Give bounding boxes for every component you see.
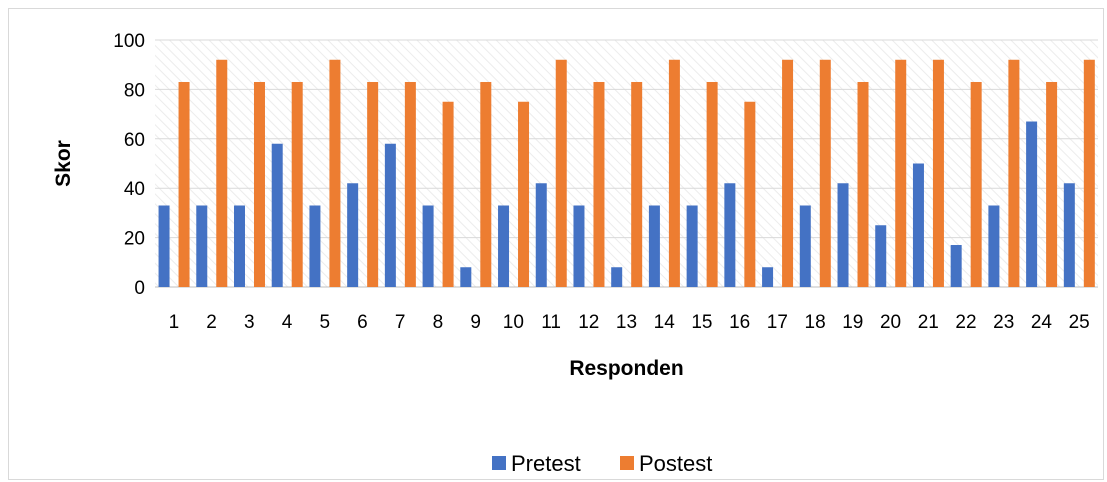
bar-postest-14 (668, 59, 680, 288)
bar-postest-2 (216, 59, 228, 288)
x-tick-label: 3 (244, 312, 255, 333)
x-tick-label: 20 (880, 312, 901, 333)
legend-swatch-postest (620, 456, 634, 470)
bar-postest-1 (178, 81, 190, 288)
x-tick-label: 10 (503, 312, 524, 333)
bar-postest-22 (970, 81, 982, 288)
bar-pretest-19 (837, 183, 849, 287)
bar-pretest-21 (912, 163, 924, 287)
bar-pretest-12 (573, 205, 585, 287)
x-tick-label: 5 (319, 312, 330, 333)
bar-postest-18 (819, 59, 831, 288)
bar-pretest-9 (460, 267, 472, 287)
bar-postest-4 (291, 81, 303, 288)
x-tick-label: 14 (654, 312, 676, 333)
bar-pretest-7 (384, 143, 396, 287)
bar-pretest-8 (422, 205, 434, 287)
bar-postest-24 (1046, 81, 1058, 288)
bar-postest-5 (329, 59, 341, 288)
legend: Pretest Postest (492, 451, 712, 476)
x-tick-label: 25 (1069, 312, 1090, 333)
legend-label-postest: Postest (639, 451, 712, 476)
x-tick-label: 19 (842, 312, 863, 333)
bar-postest-20 (895, 59, 907, 288)
bar-postest-3 (253, 81, 265, 288)
x-tick-label: 17 (767, 312, 788, 333)
bar-pretest-11 (535, 183, 547, 287)
bar-pretest-20 (875, 225, 887, 287)
x-tick-label: 1 (169, 312, 180, 333)
bar-pretest-4 (271, 143, 283, 287)
bar-pretest-3 (233, 205, 245, 287)
bar-pretest-23 (988, 205, 1000, 287)
x-tick-label: 18 (805, 312, 826, 333)
legend-swatch-pretest (492, 456, 506, 470)
bar-postest-15 (706, 81, 718, 288)
x-tick-label: 24 (1031, 312, 1053, 333)
y-tick-label: 80 (124, 80, 145, 101)
y-tick-label: 0 (134, 278, 145, 299)
bar-postest-16 (744, 101, 756, 287)
bar-postest-7 (404, 81, 416, 288)
bar-postest-23 (1008, 59, 1020, 288)
bar-postest-10 (518, 101, 530, 287)
bar-postest-11 (555, 59, 567, 288)
y-tick-label: 20 (124, 229, 145, 250)
x-tick-label: 15 (691, 312, 712, 333)
bar-postest-8 (442, 101, 454, 287)
bar-pretest-1 (158, 205, 170, 287)
y-tick-label: 100 (113, 31, 145, 52)
bar-pretest-14 (648, 205, 660, 287)
x-tick-label: 21 (918, 312, 939, 333)
bar-pretest-25 (1063, 183, 1075, 287)
bar-postest-13 (631, 81, 643, 288)
bar-pretest-18 (799, 205, 811, 287)
bar-postest-12 (593, 81, 605, 288)
x-tick-label: 22 (955, 312, 976, 333)
bar-pretest-16 (724, 183, 736, 287)
bar-pretest-10 (498, 205, 510, 287)
legend-label-pretest: Pretest (511, 451, 581, 476)
bar-postest-9 (480, 81, 492, 288)
x-tick-label: 12 (578, 312, 599, 333)
x-tick-label: 16 (729, 312, 750, 333)
x-tick-label: 11 (541, 312, 561, 333)
bar-postest-25 (1083, 59, 1095, 288)
bar-pretest-15 (686, 205, 698, 287)
x-tick-label: 23 (993, 312, 1014, 333)
bars (158, 59, 1095, 288)
bar-pretest-17 (762, 267, 774, 287)
bar-pretest-24 (1026, 121, 1038, 287)
bar-postest-17 (782, 59, 794, 288)
y-tick-label: 40 (124, 179, 145, 200)
x-tick-label: 13 (616, 312, 637, 333)
y-tick-label: 60 (124, 130, 145, 151)
bar-postest-19 (857, 81, 869, 288)
bar-postest-6 (367, 81, 379, 288)
y-axis-title: Skor (52, 140, 75, 187)
x-axis-title: Responden (569, 357, 683, 380)
x-tick-label: 4 (282, 312, 293, 333)
x-tick-label: 6 (357, 312, 368, 333)
x-tick-label: 2 (206, 312, 217, 333)
x-tick-label: 8 (433, 312, 444, 333)
bar-pretest-5 (309, 205, 321, 287)
bar-pretest-2 (196, 205, 208, 287)
bar-pretest-6 (347, 183, 359, 287)
bar-pretest-22 (950, 245, 962, 287)
bar-postest-21 (932, 59, 944, 288)
x-tick-label: 9 (470, 312, 481, 333)
x-tick-label: 7 (395, 312, 406, 333)
bar-pretest-13 (611, 267, 623, 287)
